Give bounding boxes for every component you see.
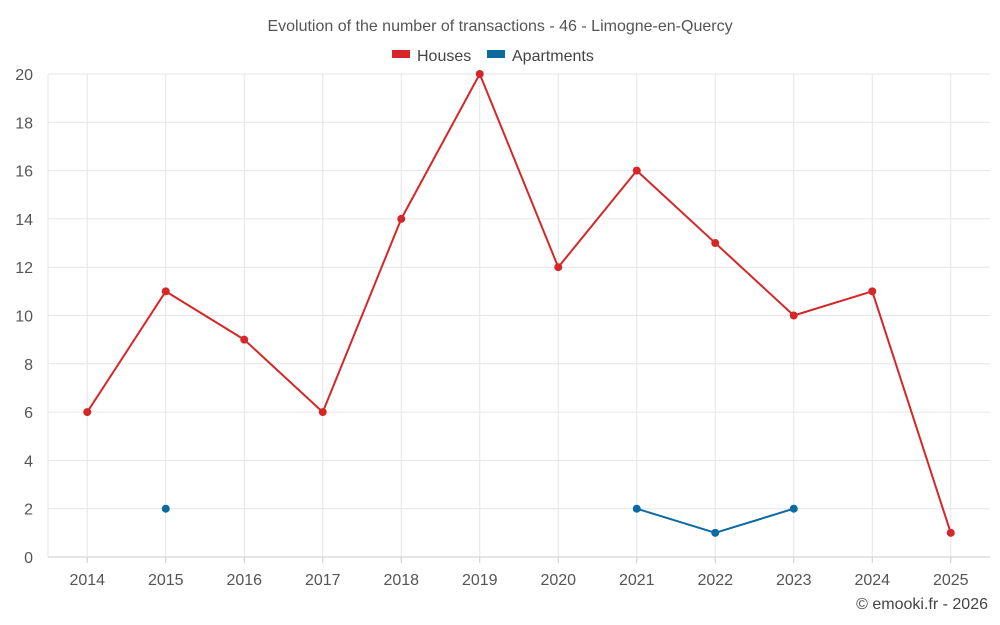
x-tick-label: 2018 xyxy=(383,572,419,589)
y-tick-label: 4 xyxy=(24,453,33,470)
data-point-houses[interactable] xyxy=(868,287,877,296)
x-tick-label: 2021 xyxy=(619,572,655,589)
data-point-apartments[interactable] xyxy=(161,504,170,513)
data-point-houses[interactable] xyxy=(946,528,955,537)
series-apartments xyxy=(161,504,798,537)
legend-item-houses[interactable]: Houses xyxy=(392,48,471,65)
y-tick-label: 16 xyxy=(15,164,33,181)
y-tick-label: 0 xyxy=(24,550,33,567)
x-tick-label: 2014 xyxy=(69,572,105,589)
series-line-houses xyxy=(86,73,952,534)
legend-swatch-houses xyxy=(392,50,410,58)
y-tick-label: 6 xyxy=(24,405,33,422)
legend-swatch-apartments xyxy=(487,50,505,58)
x-tick-label: 2025 xyxy=(933,572,969,589)
x-tick-label: 2024 xyxy=(854,572,890,589)
data-point-houses[interactable] xyxy=(318,408,327,417)
legend-label-apartments: Apartments xyxy=(512,48,594,65)
data-point-houses[interactable] xyxy=(397,214,406,223)
y-tick-label: 12 xyxy=(15,260,33,277)
data-point-houses[interactable] xyxy=(554,263,563,272)
data-point-apartments[interactable] xyxy=(789,504,798,513)
y-tick-label: 20 xyxy=(15,67,33,84)
x-tick-label: 2017 xyxy=(305,572,341,589)
data-point-houses[interactable] xyxy=(240,335,249,344)
data-point-apartments[interactable] xyxy=(632,504,641,513)
x-tick-label: 2020 xyxy=(540,572,576,589)
data-point-houses[interactable] xyxy=(475,70,484,78)
data-point-houses[interactable] xyxy=(789,311,798,320)
legend-item-apartments[interactable]: Apartments xyxy=(487,48,594,65)
grid-lines xyxy=(47,73,990,558)
data-point-apartments[interactable] xyxy=(711,528,720,537)
series-houses xyxy=(83,70,955,537)
data-point-houses[interactable] xyxy=(83,408,92,417)
x-tick-label: 2023 xyxy=(776,572,812,589)
data-point-houses[interactable] xyxy=(632,166,641,175)
credit-text: © emooki.fr - 2026 xyxy=(856,596,988,613)
x-tick-label: 2016 xyxy=(226,572,262,589)
y-tick-label: 18 xyxy=(15,115,33,132)
data-point-houses[interactable] xyxy=(711,239,720,248)
x-tick-label: 2015 xyxy=(148,572,184,589)
y-tick-label: 14 xyxy=(15,212,33,229)
y-tick-label: 10 xyxy=(15,309,33,326)
y-axis: 0 2 4 6 8 10 12 14 16 18 20 xyxy=(15,67,33,567)
y-tick-label: 2 xyxy=(24,502,33,519)
x-tick-label: 2019 xyxy=(462,572,498,589)
series-layer xyxy=(83,70,955,537)
legend[interactable]: Houses Apartments xyxy=(392,48,594,65)
legend-label-houses: Houses xyxy=(417,48,471,65)
data-point-houses[interactable] xyxy=(161,287,170,296)
chart-title: Evolution of the number of transactions … xyxy=(267,18,732,35)
x-axis: 2014 2015 2016 2017 2018 2019 2020 2021 2022 2023… xyxy=(69,557,969,589)
y-tick-label: 8 xyxy=(24,357,33,374)
x-tick-label: 2022 xyxy=(697,572,733,589)
